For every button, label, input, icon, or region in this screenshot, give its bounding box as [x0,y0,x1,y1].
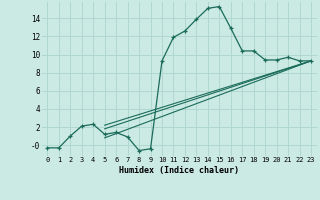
X-axis label: Humidex (Indice chaleur): Humidex (Indice chaleur) [119,166,239,175]
